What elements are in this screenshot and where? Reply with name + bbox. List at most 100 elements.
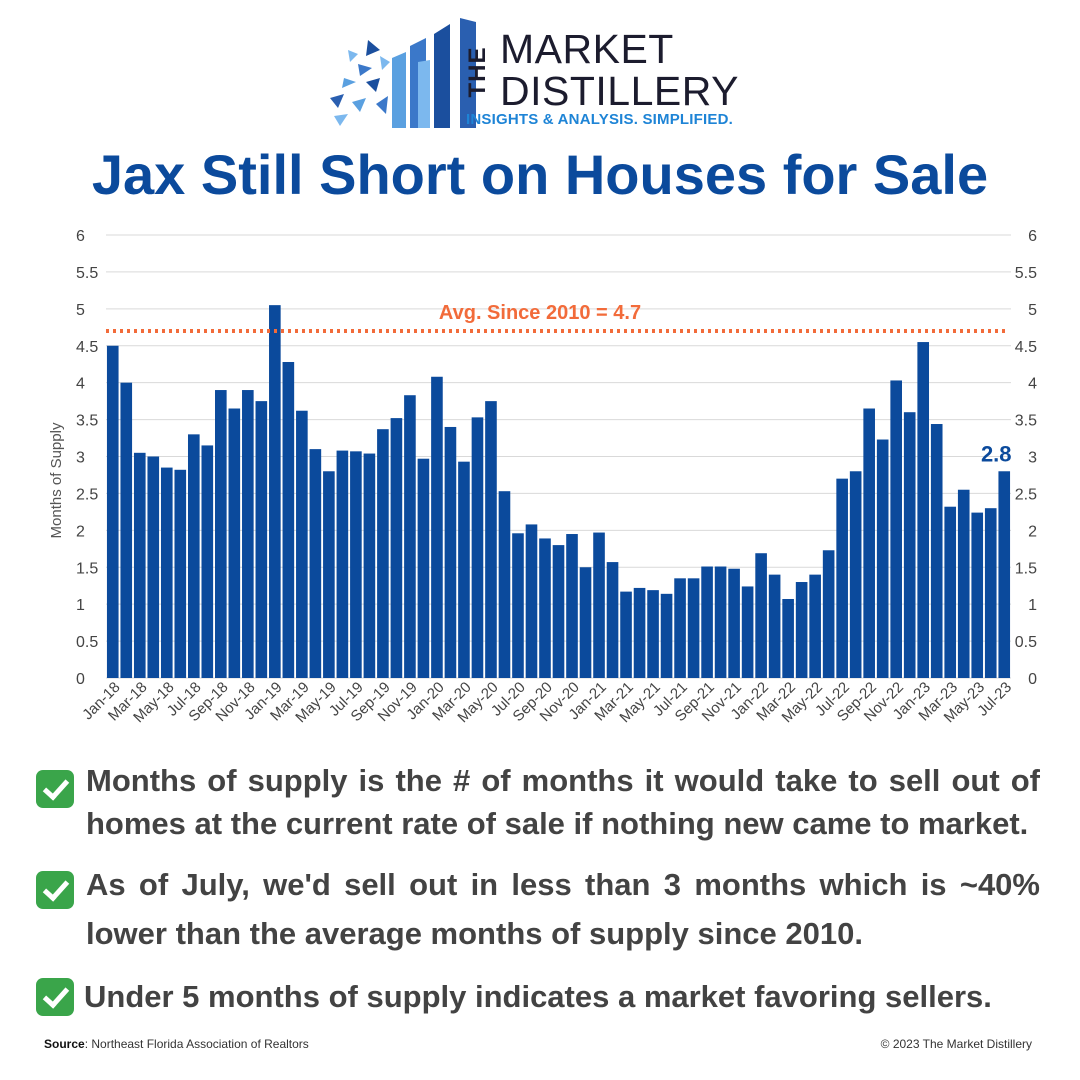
copyright-note: © 2023 The Market Distillery	[880, 1037, 1032, 1051]
bar	[350, 451, 362, 678]
bullet-text-line: lower than the average months of supply …	[86, 916, 863, 951]
y-axis-title: Months of Supply	[48, 422, 65, 538]
bar	[485, 401, 497, 678]
y-tick-label-left: 4.5	[76, 339, 98, 356]
bar	[984, 508, 997, 678]
y-tick-label-left: 1.5	[76, 560, 98, 577]
bar	[160, 467, 173, 678]
bar	[876, 439, 889, 678]
y-tick-label-right: 5	[1028, 302, 1037, 319]
check-icon	[36, 770, 74, 808]
source-label: Source	[44, 1037, 85, 1051]
bar	[133, 452, 146, 678]
y-tick-label-right: 6	[1028, 228, 1037, 245]
bar	[552, 545, 565, 678]
bar	[120, 382, 133, 678]
y-tick-label-left: 3.5	[76, 413, 98, 430]
bar	[404, 395, 416, 678]
data-label-latest: 2.8	[981, 441, 1012, 466]
y-tick-label-left: 0.5	[76, 634, 98, 651]
bar	[809, 574, 821, 678]
bar	[660, 593, 673, 678]
y-tick-label-left: 3	[76, 450, 85, 467]
bar	[215, 390, 227, 678]
bullet-text-line: Under 5 months of supply indicates a mar…	[84, 979, 992, 1014]
bar	[674, 578, 686, 678]
brand-name-line2: DISTILLERY	[500, 68, 739, 114]
brand-name-line1: MARKET	[500, 26, 674, 72]
y-tick-label-left: 2	[76, 523, 85, 540]
y-tick-label-right: 5.5	[1015, 265, 1037, 282]
bar	[917, 342, 930, 678]
bar	[795, 582, 808, 678]
bar	[782, 598, 794, 678]
y-tick-label-left: 5.5	[76, 265, 98, 282]
y-tick-label-right: 3.5	[1015, 413, 1037, 430]
bar	[701, 566, 713, 678]
chart-title: Jax Still Short on Houses for Sale	[91, 143, 989, 206]
bar	[269, 305, 281, 678]
brand-the-vertical: THE	[464, 46, 491, 98]
bar	[822, 550, 835, 678]
check-icon	[36, 978, 74, 1016]
bar	[147, 456, 160, 678]
bar	[566, 534, 578, 678]
bar	[687, 578, 700, 678]
y-tick-label-right: 4	[1028, 376, 1037, 393]
bar	[309, 449, 322, 678]
bar	[903, 412, 916, 678]
bar	[228, 408, 241, 678]
bar	[998, 471, 1011, 678]
y-tick-label-right: 3	[1028, 450, 1037, 467]
bar	[539, 538, 551, 678]
bar	[890, 380, 902, 678]
bar	[836, 478, 848, 678]
y-tick-label-right: 1	[1028, 597, 1037, 614]
bar	[282, 361, 295, 678]
bar	[768, 574, 781, 678]
y-tick-label-left: 6	[76, 228, 85, 245]
y-tick-label-left: 0	[76, 671, 85, 688]
y-tick-label-right: 2.5	[1015, 486, 1037, 503]
bar	[593, 532, 605, 678]
bar	[255, 401, 268, 678]
bar	[242, 390, 254, 678]
bar	[323, 471, 335, 678]
bar	[633, 587, 646, 678]
bar	[498, 491, 511, 678]
bar	[525, 524, 538, 678]
source-note: Source: Northeast Florida Association of…	[44, 1037, 309, 1051]
bar	[755, 553, 767, 678]
bar	[201, 445, 214, 678]
bar	[458, 461, 470, 678]
y-tick-label-left: 1	[76, 597, 85, 614]
bar	[606, 562, 619, 678]
bar	[187, 434, 200, 678]
y-tick-label-right: 0.5	[1015, 634, 1037, 651]
bar	[647, 590, 659, 678]
bar	[944, 506, 957, 678]
y-tick-label-right: 1.5	[1015, 560, 1037, 577]
y-tick-label-right: 4.5	[1015, 339, 1037, 356]
bar	[363, 453, 376, 678]
bar	[417, 458, 430, 678]
brand-tagline: INSIGHTS & ANALYSIS. SIMPLIFIED.	[466, 111, 733, 128]
bar	[336, 450, 349, 678]
bar	[579, 567, 592, 678]
bar	[957, 489, 970, 678]
bar	[431, 376, 443, 678]
bar	[106, 345, 119, 678]
bar	[863, 408, 875, 678]
bar	[377, 429, 389, 678]
bar	[714, 566, 727, 678]
bar	[728, 568, 740, 678]
y-tick-label-right: 2	[1028, 523, 1037, 540]
bar	[471, 417, 484, 678]
bar	[620, 591, 632, 678]
bar	[174, 469, 187, 678]
bar	[930, 424, 943, 678]
bar	[296, 410, 308, 678]
bullet-text-line: Months of supply is the # of months it w…	[86, 763, 1040, 798]
bar	[512, 533, 524, 678]
source-text: : Northeast Florida Association of Realt…	[84, 1037, 309, 1051]
